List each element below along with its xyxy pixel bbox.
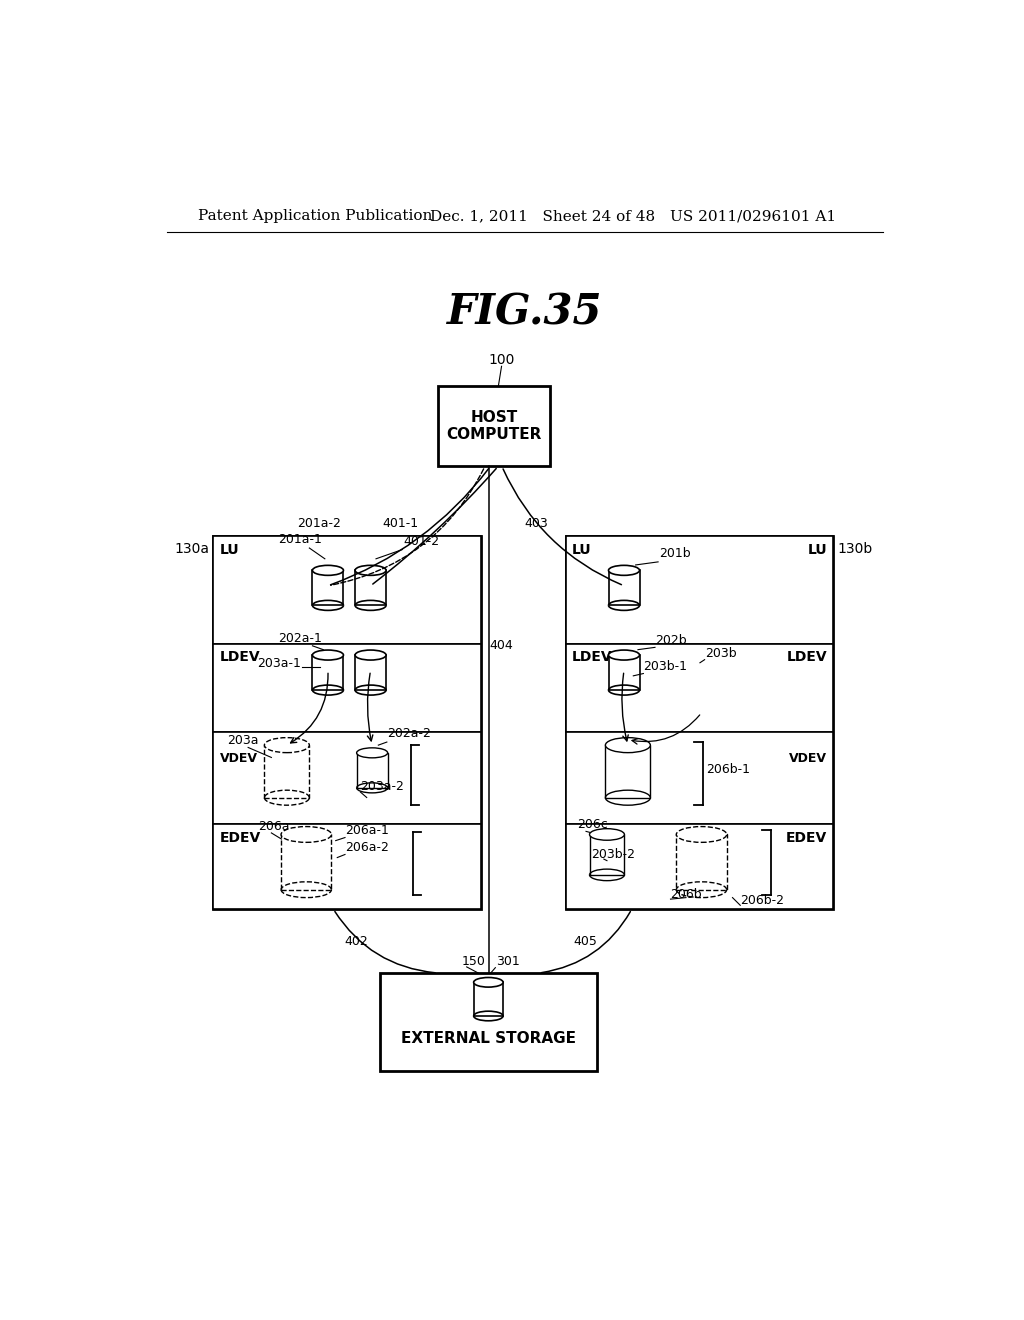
Ellipse shape xyxy=(676,826,727,842)
Text: VDEV: VDEV xyxy=(790,752,827,766)
Polygon shape xyxy=(312,570,343,606)
Ellipse shape xyxy=(356,748,388,758)
Polygon shape xyxy=(438,385,550,466)
Text: LU: LU xyxy=(219,543,239,557)
Text: 206b: 206b xyxy=(671,887,702,900)
Text: 403: 403 xyxy=(524,517,548,531)
Polygon shape xyxy=(566,536,834,909)
Polygon shape xyxy=(608,655,640,690)
Text: HOST
COMPUTER: HOST COMPUTER xyxy=(446,409,542,442)
Text: LDEV: LDEV xyxy=(572,651,612,664)
Polygon shape xyxy=(312,655,343,690)
Polygon shape xyxy=(566,644,834,733)
Text: Patent Application Publication: Patent Application Publication xyxy=(198,209,432,223)
Text: EXTERNAL STORAGE: EXTERNAL STORAGE xyxy=(400,1031,575,1047)
Polygon shape xyxy=(605,744,650,797)
Ellipse shape xyxy=(312,649,343,660)
Text: 201a-2: 201a-2 xyxy=(298,517,341,531)
Polygon shape xyxy=(590,834,625,875)
Polygon shape xyxy=(566,536,834,644)
Polygon shape xyxy=(380,973,597,1071)
Text: 130a: 130a xyxy=(174,541,209,556)
Text: 203b: 203b xyxy=(706,647,737,660)
Text: 201a-1: 201a-1 xyxy=(279,533,322,546)
Text: 206a: 206a xyxy=(258,820,290,833)
Ellipse shape xyxy=(355,565,386,576)
Polygon shape xyxy=(213,536,480,909)
Ellipse shape xyxy=(590,829,625,841)
Ellipse shape xyxy=(608,649,640,660)
Text: 206b-1: 206b-1 xyxy=(707,763,751,776)
Ellipse shape xyxy=(281,826,332,842)
Ellipse shape xyxy=(355,649,386,660)
Text: 203b-2: 203b-2 xyxy=(592,847,636,861)
Text: 201b: 201b xyxy=(658,548,690,560)
Ellipse shape xyxy=(312,565,343,576)
Text: LU: LU xyxy=(808,543,827,557)
Polygon shape xyxy=(566,825,834,909)
Text: 202a-2: 202a-2 xyxy=(388,727,431,741)
Polygon shape xyxy=(356,752,388,788)
Polygon shape xyxy=(213,644,480,733)
Polygon shape xyxy=(474,982,503,1016)
Text: 206b-2: 206b-2 xyxy=(740,894,784,907)
Text: 206a-1: 206a-1 xyxy=(345,825,389,837)
Text: VDEV: VDEV xyxy=(219,752,257,766)
Text: 401-1: 401-1 xyxy=(383,517,419,531)
Text: 203b-1: 203b-1 xyxy=(643,660,687,673)
Text: 405: 405 xyxy=(573,936,597,948)
Polygon shape xyxy=(213,536,480,644)
Polygon shape xyxy=(213,733,480,825)
Polygon shape xyxy=(566,733,834,825)
Ellipse shape xyxy=(605,738,650,752)
Ellipse shape xyxy=(264,738,309,752)
Text: 402: 402 xyxy=(345,936,369,948)
Text: EDEV: EDEV xyxy=(785,832,827,845)
Text: LDEV: LDEV xyxy=(786,651,827,664)
Text: 401-2: 401-2 xyxy=(403,535,439,548)
Polygon shape xyxy=(213,825,480,909)
Text: 206a-2: 206a-2 xyxy=(345,841,389,854)
Polygon shape xyxy=(355,655,386,690)
Text: EDEV: EDEV xyxy=(219,832,261,845)
Polygon shape xyxy=(676,834,727,890)
Ellipse shape xyxy=(608,565,640,576)
Polygon shape xyxy=(355,570,386,606)
Text: Dec. 1, 2011   Sheet 24 of 48: Dec. 1, 2011 Sheet 24 of 48 xyxy=(430,209,655,223)
Text: 130b: 130b xyxy=(838,541,872,556)
Text: 203a: 203a xyxy=(227,734,259,747)
Text: US 2011/0296101 A1: US 2011/0296101 A1 xyxy=(671,209,837,223)
Polygon shape xyxy=(264,744,309,797)
Text: 301: 301 xyxy=(496,956,520,969)
Text: 202a-1: 202a-1 xyxy=(279,632,322,645)
Text: 150: 150 xyxy=(461,954,485,968)
Text: FIG.35: FIG.35 xyxy=(447,292,602,334)
Ellipse shape xyxy=(474,978,503,987)
Text: LU: LU xyxy=(572,543,592,557)
Text: 404: 404 xyxy=(489,639,513,652)
Text: 100: 100 xyxy=(488,354,515,367)
Polygon shape xyxy=(281,834,332,890)
Text: 203a-1: 203a-1 xyxy=(257,656,301,669)
Text: 203a-2: 203a-2 xyxy=(360,780,404,793)
Text: 202b: 202b xyxy=(655,634,687,647)
Polygon shape xyxy=(608,570,640,606)
Text: 206c: 206c xyxy=(578,818,608,832)
Text: LDEV: LDEV xyxy=(219,651,260,664)
